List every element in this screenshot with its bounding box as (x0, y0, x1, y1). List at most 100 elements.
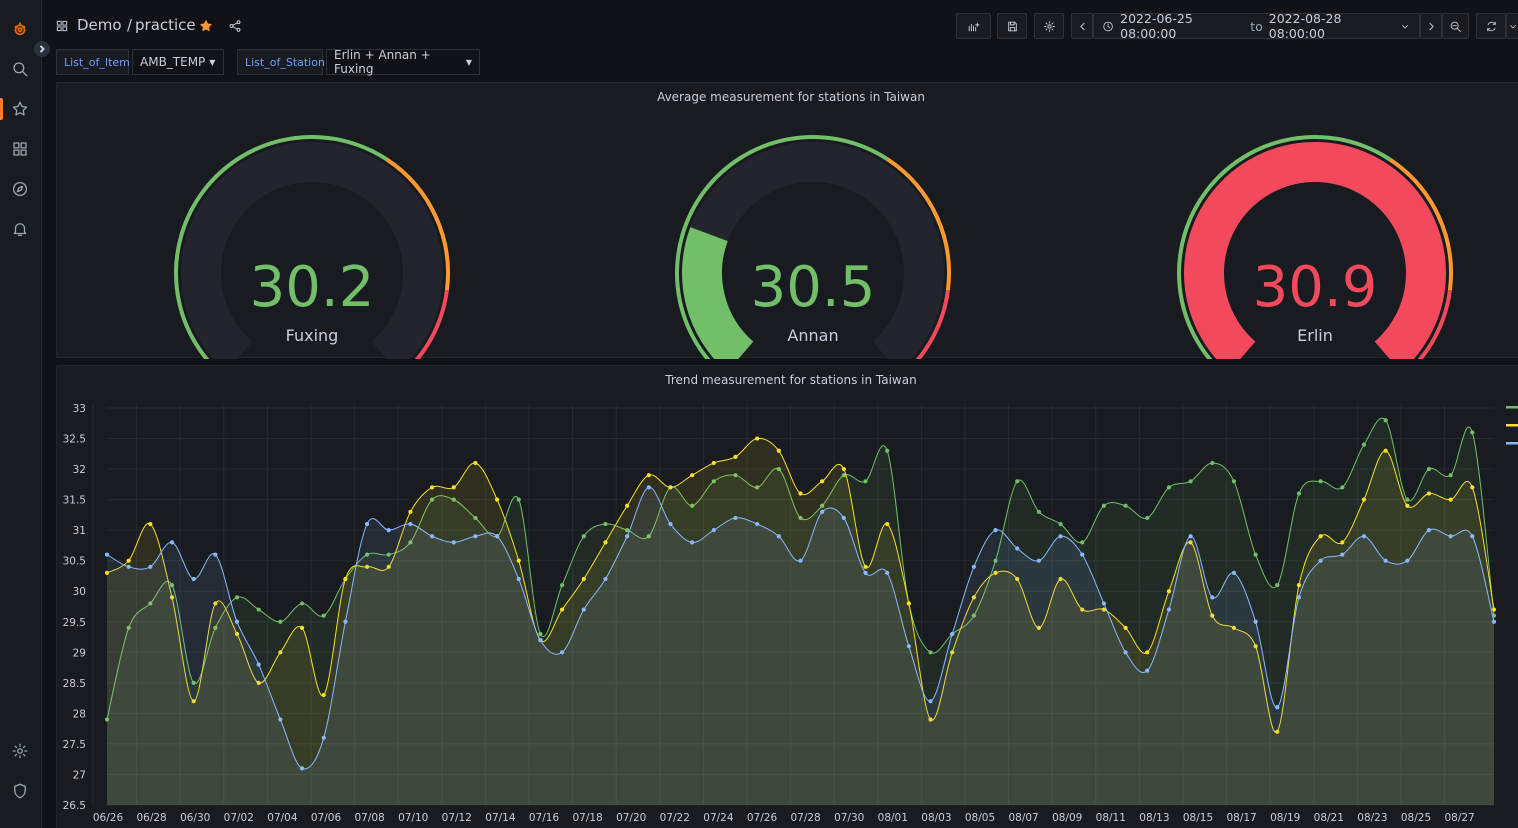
dashboard-settings-button[interactable] (1034, 13, 1064, 39)
x-tick-label: 08/09 (1052, 812, 1082, 824)
chevron-down-icon (1510, 24, 1516, 28)
series-point-0 (1145, 515, 1150, 521)
x-tick-label: 08/23 (1357, 812, 1387, 824)
gauge-threshold-ok (675, 135, 889, 359)
series-point-0 (1275, 583, 1280, 588)
series-point-2 (668, 521, 673, 527)
series-point-1 (1426, 491, 1432, 496)
series-point-1 (1166, 589, 1172, 594)
y-tick-label: 33 (73, 403, 86, 415)
series-point-1 (646, 473, 651, 478)
x-tick-label: 08/25 (1401, 812, 1431, 824)
series-point-2 (494, 534, 500, 539)
gauge-panel[interactable]: Average measurement for stations in Taiw… (56, 82, 1518, 359)
server-admin-shield-icon[interactable] (9, 780, 31, 802)
series-point-0 (1080, 540, 1085, 545)
series-point-1 (1231, 625, 1237, 630)
variable-select-item[interactable]: AMB_TEMP ▼ (132, 49, 224, 75)
zoom-out-button[interactable] (1442, 13, 1469, 39)
legend-swatch-1[interactable] (1506, 424, 1518, 427)
series-point-0 (1058, 521, 1063, 527)
series-point-0 (581, 534, 586, 539)
series-point-2 (755, 521, 760, 527)
series-point-1 (321, 692, 326, 698)
series-point-0 (451, 497, 456, 502)
x-tick-label: 07/26 (747, 812, 778, 824)
series-point-0 (169, 583, 175, 588)
series-point-2 (1275, 705, 1280, 710)
y-tick-label: 31 (73, 525, 86, 537)
time-shift-back-button[interactable] (1071, 13, 1093, 39)
refresh-interval-picker[interactable] (1506, 13, 1518, 39)
series-point-1 (1448, 497, 1453, 502)
series-point-0 (733, 473, 738, 478)
share-icon[interactable] (228, 14, 242, 38)
series-point-2 (1426, 528, 1432, 533)
dashboards-icon[interactable] (9, 138, 31, 160)
series-point-2 (1231, 570, 1237, 576)
series-point-2 (1210, 595, 1215, 600)
legend-swatch-2[interactable] (1506, 442, 1518, 445)
chevron-down-icon: ▼ (209, 57, 216, 67)
series-point-2 (1188, 534, 1193, 539)
star-favorite-icon[interactable] (199, 14, 213, 38)
gauge-threshold-bad (1417, 290, 1452, 359)
series-point-2 (1036, 558, 1041, 563)
chevron-left-icon (1079, 22, 1085, 30)
series-point-1 (1253, 644, 1258, 649)
time-shift-forward-button[interactable] (1420, 13, 1442, 39)
y-tick-label: 26.5 (63, 800, 86, 812)
x-tick-label: 08/21 (1314, 812, 1344, 824)
starred-icon[interactable] (9, 98, 31, 120)
series-point-0 (690, 503, 695, 508)
series-point-2 (429, 534, 435, 539)
series-point-0 (234, 595, 240, 600)
sidebar-expand-button[interactable] (34, 41, 50, 57)
grafana-logo-icon[interactable] (9, 18, 31, 40)
series-point-0 (1426, 466, 1432, 472)
series-point-2 (1253, 619, 1258, 624)
y-tick-label: 32.5 (63, 434, 86, 446)
series-point-0 (299, 601, 305, 606)
series-point-0 (1318, 479, 1323, 484)
series-point-2 (1491, 619, 1497, 624)
legend-swatch-0[interactable] (1506, 406, 1518, 409)
alerting-bell-icon[interactable] (9, 218, 31, 240)
series-point-2 (1080, 552, 1085, 557)
breadcrumb-folder[interactable]: Demo (77, 16, 122, 34)
series-point-2 (126, 564, 131, 569)
refresh-button[interactable] (1476, 13, 1506, 39)
series-point-1 (191, 699, 196, 704)
series-point-1 (126, 558, 131, 563)
series-point-2 (776, 534, 781, 539)
configuration-gear-icon[interactable] (9, 740, 31, 762)
series-point-2 (690, 540, 695, 545)
breadcrumb-dashboard-title[interactable]: practice (135, 16, 196, 34)
series-point-1 (1145, 650, 1150, 655)
y-tick-label: 27.5 (63, 739, 86, 751)
series-point-2 (213, 552, 218, 557)
series-point-0 (776, 466, 781, 472)
series-point-1 (603, 540, 608, 545)
variable-label-item: List_of_Item (56, 49, 130, 75)
series-point-0 (473, 515, 478, 521)
save-dashboard-button[interactable] (997, 13, 1027, 39)
add-panel-button[interactable] (956, 13, 991, 39)
variable-select-station[interactable]: Erlin + Annan + Fuxing ▼ (326, 48, 480, 76)
y-tick-label: 28 (73, 708, 86, 720)
explore-compass-icon[interactable] (9, 178, 31, 200)
search-icon[interactable] (9, 58, 31, 80)
time-range-picker[interactable]: 2022-06-25 08:00:00 to 2022-08-28 08:00:… (1093, 11, 1420, 41)
series-point-0 (1101, 503, 1107, 508)
x-tick-label: 08/19 (1270, 812, 1300, 824)
series-point-0 (646, 534, 651, 539)
series-point-2 (278, 717, 283, 722)
series-point-1 (1188, 540, 1193, 545)
x-tick-label: 07/06 (311, 812, 342, 824)
trend-panel[interactable]: Trend measurement for stations in Taiwan… (56, 365, 1518, 828)
chevron-down-icon (1401, 24, 1408, 28)
series-point-2 (971, 564, 976, 569)
series-point-1 (863, 564, 868, 569)
series-point-1 (1491, 607, 1497, 612)
x-tick-label: 08/15 (1183, 812, 1213, 824)
